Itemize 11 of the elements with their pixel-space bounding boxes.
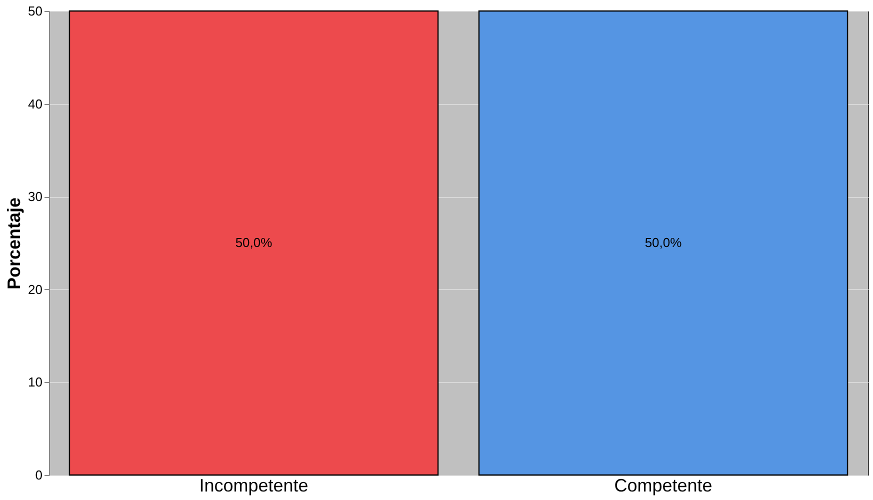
y-axis-title: Porcentaje: [4, 197, 24, 290]
y-tick-label: 50: [28, 4, 42, 18]
x-tick-label: Incompetente: [199, 476, 308, 496]
x-tick-label: Competente: [614, 476, 712, 496]
y-tick-label: 40: [28, 96, 42, 112]
y-tick-label: 0: [35, 468, 42, 482]
data-label: 50,0%: [235, 235, 273, 250]
data-label: 50,0%: [644, 235, 682, 250]
y-tick-label: 20: [28, 282, 42, 297]
y-tick-label: 10: [28, 374, 42, 390]
y-tick-label: 30: [28, 189, 42, 204]
